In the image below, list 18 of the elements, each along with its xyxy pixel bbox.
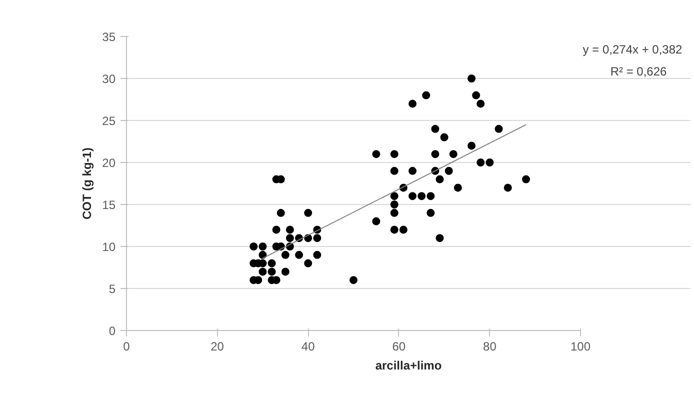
x-tick-label: 100 [570,340,591,354]
y-tick-label: 20 [102,156,116,170]
y-tick-label: 35 [102,30,116,44]
x-tick-label: 80 [483,340,497,354]
y-tick-label: 30 [102,72,116,86]
x-axis-title: arcilla+limo [375,358,442,372]
x-tick-label: 40 [301,340,316,354]
text: y = 0,274x + 0,382 [582,42,683,56]
x-tick-label: 60 [392,340,406,354]
y-tick-label: 10 [102,240,116,254]
y-tick-label: 0 [108,324,116,338]
y-tick-label: 25 [102,114,116,128]
x-tick-label: 0 [123,340,130,354]
y-tick-label: 15 [102,198,116,212]
y-tick-label: 5 [108,282,116,296]
y-axis-title: COT (g kg-1) [80,147,94,220]
text: R² = 0,626 [610,64,668,78]
x-tick-label: 20 [210,340,224,354]
